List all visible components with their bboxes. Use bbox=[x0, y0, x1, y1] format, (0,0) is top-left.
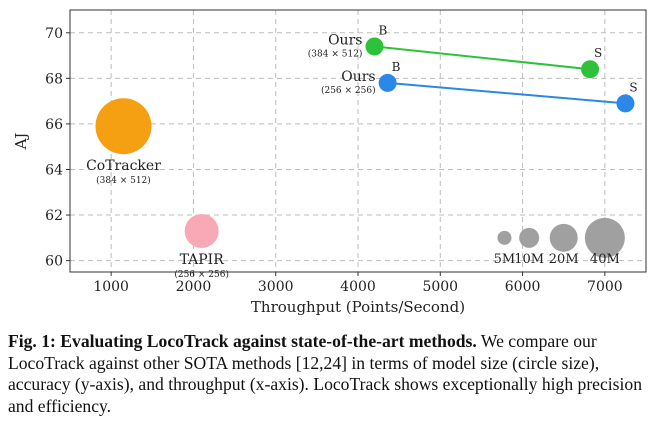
method-name: TAPIR bbox=[180, 252, 225, 268]
size-legend-label: 40M bbox=[590, 252, 620, 267]
point-label: S bbox=[629, 80, 637, 94]
series-resolution: (256 × 256) bbox=[321, 85, 376, 96]
point-label: B bbox=[392, 60, 401, 74]
figure-caption: Fig. 1: Evaluating LocoTrack against sta… bbox=[8, 331, 660, 417]
size-legend-label: 10M bbox=[514, 252, 544, 267]
point-label: B bbox=[378, 23, 387, 37]
x-tick-label: 2000 bbox=[176, 279, 212, 295]
series-point bbox=[616, 94, 635, 113]
method-resolution: (256 × 256) bbox=[174, 269, 229, 280]
size-legend-circle bbox=[549, 223, 578, 252]
y-tick-label: 68 bbox=[45, 71, 63, 87]
series-name: Ours bbox=[328, 32, 362, 48]
series-line bbox=[387, 81, 626, 105]
y-tick-label: 64 bbox=[45, 162, 63, 178]
series-line bbox=[374, 45, 591, 71]
series-point bbox=[365, 37, 384, 56]
method-resolution: (384 × 512) bbox=[96, 175, 151, 186]
y-tick-label: 70 bbox=[45, 26, 63, 42]
y-axis-label: AJ bbox=[12, 133, 30, 151]
size-legend-label: 20M bbox=[549, 252, 579, 267]
size-legend-circle bbox=[584, 217, 625, 258]
series-point bbox=[581, 60, 600, 79]
x-tick-label: 7000 bbox=[587, 279, 623, 295]
method-bubble bbox=[184, 213, 219, 248]
size-legend-circle bbox=[519, 227, 540, 248]
x-tick-label: 5000 bbox=[422, 279, 458, 295]
size-legend-circle bbox=[497, 230, 512, 245]
y-tick-label: 62 bbox=[45, 208, 63, 224]
size-legend-label: 5M bbox=[494, 252, 516, 267]
x-axis-label: Throughput (Points/Second) bbox=[251, 298, 465, 316]
method-name: CoTracker bbox=[86, 158, 161, 174]
y-tick-label: 60 bbox=[45, 254, 63, 270]
series-point bbox=[378, 73, 397, 92]
series-resolution: (384 × 512) bbox=[308, 48, 363, 59]
point-label: S bbox=[594, 46, 602, 60]
chart: 1000 2000 3000 4000 5000 6000 7000 60 62 64 66 68 70… bbox=[12, 9, 647, 316]
x-tick-label: 6000 bbox=[505, 279, 541, 295]
caption-body: We compare our LocoTrack against other S… bbox=[8, 331, 643, 416]
x-tick-label: 3000 bbox=[258, 279, 294, 295]
y-tick-label: 66 bbox=[45, 117, 63, 133]
x-tick-label: 1000 bbox=[93, 279, 129, 295]
series-name: Ours bbox=[341, 69, 375, 85]
method-bubble bbox=[95, 98, 152, 155]
caption-lead: Fig. 1: Evaluating LocoTrack against sta… bbox=[8, 331, 477, 351]
x-tick-label: 4000 bbox=[340, 279, 376, 295]
